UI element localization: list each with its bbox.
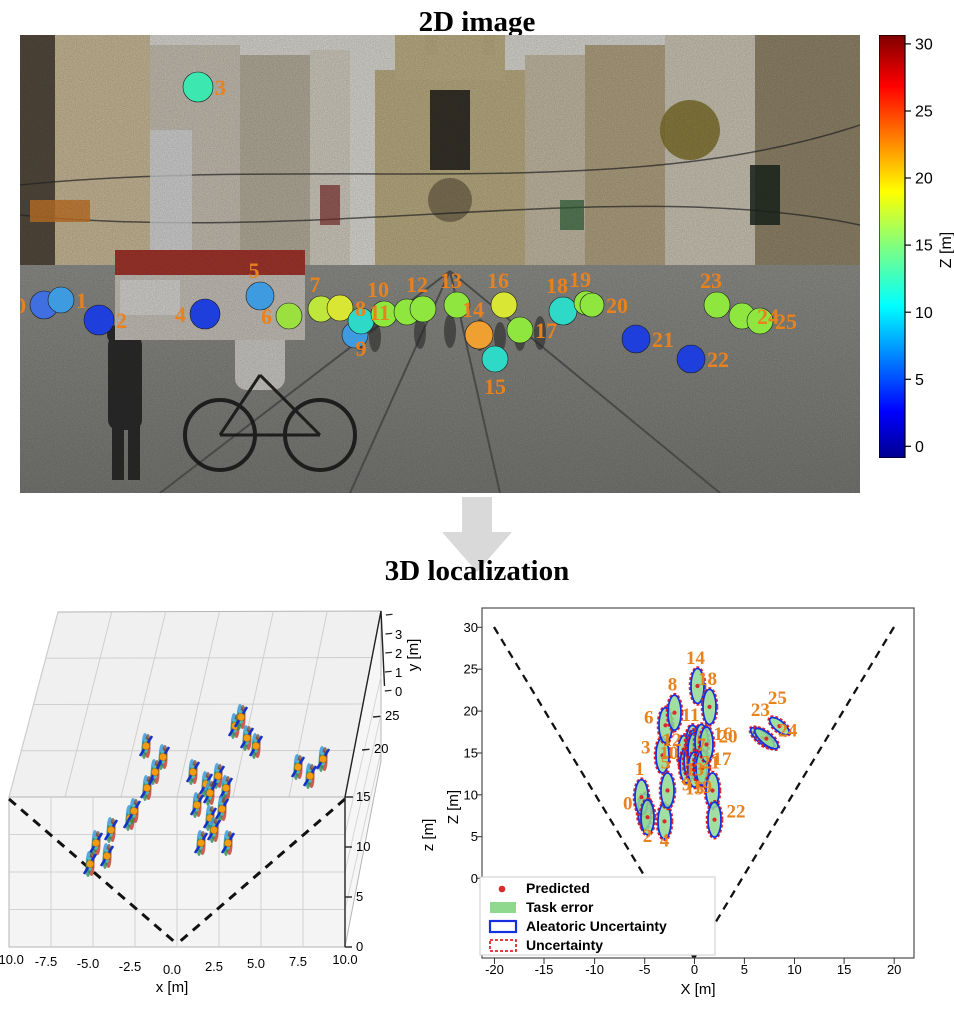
svg-text:0: 0 (623, 793, 633, 814)
svg-text:30: 30 (915, 37, 933, 54)
svg-text:8: 8 (668, 675, 678, 696)
svg-text:15: 15 (484, 374, 506, 399)
svg-text:25: 25 (768, 688, 787, 709)
svg-text:Uncertainty: Uncertainty (526, 937, 603, 953)
svg-text:11: 11 (682, 705, 700, 726)
svg-text:Aleatoric Uncertainty: Aleatoric Uncertainty (526, 918, 667, 934)
svg-text:-7.5: -7.5 (35, 954, 57, 969)
svg-text:30: 30 (464, 620, 478, 635)
svg-text:23: 23 (700, 268, 722, 293)
svg-text:-5.0: -5.0 (77, 956, 99, 971)
svg-text:21: 21 (652, 327, 674, 352)
svg-text:10: 10 (356, 839, 370, 854)
svg-text:10: 10 (915, 305, 933, 322)
svg-text:2: 2 (643, 826, 653, 847)
svg-text:10: 10 (787, 962, 801, 977)
svg-text:1: 1 (76, 288, 87, 313)
svg-text:10: 10 (367, 277, 389, 302)
svg-text:21: 21 (701, 753, 720, 774)
svg-text:7.5: 7.5 (289, 954, 307, 969)
svg-text:3: 3 (215, 75, 226, 100)
svg-text:16: 16 (487, 268, 509, 293)
svg-text:7: 7 (310, 272, 321, 297)
svg-text:-5: -5 (639, 962, 651, 977)
svg-text:13: 13 (440, 268, 462, 293)
svg-text:-10.0: -10.0 (0, 952, 24, 967)
svg-text:5.0: 5.0 (247, 956, 265, 971)
svg-text:20: 20 (464, 704, 478, 719)
svg-text:6: 6 (644, 707, 654, 728)
svg-text:15: 15 (837, 962, 851, 977)
svg-text:5: 5 (356, 889, 363, 904)
svg-text:0.0: 0.0 (163, 962, 181, 977)
svg-text:3: 3 (395, 627, 402, 642)
svg-text:Z [m]: Z [m] (445, 790, 462, 824)
svg-text:-2.5: -2.5 (119, 959, 141, 974)
svg-text:2: 2 (395, 646, 402, 661)
svg-text:0: 0 (691, 962, 698, 977)
svg-text:6: 6 (261, 304, 272, 329)
svg-text:x [m]: x [m] (156, 979, 189, 996)
svg-text:20: 20 (606, 293, 628, 318)
svg-text:1: 1 (635, 759, 645, 780)
svg-text:0: 0 (20, 293, 26, 318)
svg-text:20: 20 (887, 962, 901, 977)
svg-text:0: 0 (395, 684, 402, 699)
svg-text:y [m]: y [m] (405, 639, 422, 672)
svg-text:25: 25 (464, 662, 478, 677)
svg-text:22: 22 (727, 802, 746, 823)
svg-text:9: 9 (356, 336, 367, 361)
svg-text:8: 8 (355, 296, 366, 321)
svg-text:z [m]: z [m] (420, 819, 437, 852)
svg-text:18: 18 (698, 669, 717, 690)
svg-text:10.0: 10.0 (332, 952, 357, 967)
svg-text:X [m]: X [m] (680, 981, 715, 998)
svg-text:18: 18 (546, 273, 568, 298)
svg-text:5: 5 (249, 258, 260, 283)
svg-text:0: 0 (915, 439, 924, 456)
svg-text:5: 5 (915, 372, 924, 389)
svg-text:-10: -10 (585, 962, 604, 977)
svg-text:20: 20 (719, 727, 738, 748)
svg-text:14: 14 (686, 648, 706, 669)
svg-text:-20: -20 (485, 962, 504, 977)
svg-text:1: 1 (395, 665, 402, 680)
svg-text:11: 11 (369, 300, 390, 325)
svg-text:2.5: 2.5 (205, 959, 223, 974)
svg-text:Task error: Task error (526, 899, 594, 915)
svg-text:3: 3 (641, 737, 651, 758)
svg-text:25: 25 (915, 104, 933, 121)
svg-text:14: 14 (462, 297, 484, 322)
svg-text:-15: -15 (535, 962, 554, 977)
svg-text:25: 25 (775, 309, 797, 334)
svg-text:4: 4 (660, 830, 670, 851)
svg-text:4: 4 (175, 302, 186, 327)
svg-text:24: 24 (778, 721, 798, 742)
svg-text:15: 15 (356, 789, 370, 804)
svg-text:17: 17 (535, 318, 557, 343)
svg-text:0: 0 (356, 939, 363, 954)
svg-text:25: 25 (385, 708, 399, 723)
svg-text:22: 22 (707, 347, 729, 372)
svg-text:Predicted: Predicted (526, 880, 590, 896)
svg-text:12: 12 (663, 730, 682, 751)
svg-text:2: 2 (116, 308, 127, 333)
svg-text:19: 19 (569, 267, 591, 292)
svg-text:19: 19 (693, 777, 712, 798)
svg-text:20: 20 (915, 171, 933, 188)
svg-text:5: 5 (741, 962, 748, 977)
svg-text:15: 15 (464, 745, 478, 760)
svg-text:10: 10 (464, 787, 478, 802)
svg-text:20: 20 (374, 741, 388, 756)
svg-text:Z [m]: Z [m] (938, 232, 954, 268)
svg-text:15: 15 (915, 238, 933, 255)
svg-text:12: 12 (406, 272, 428, 297)
